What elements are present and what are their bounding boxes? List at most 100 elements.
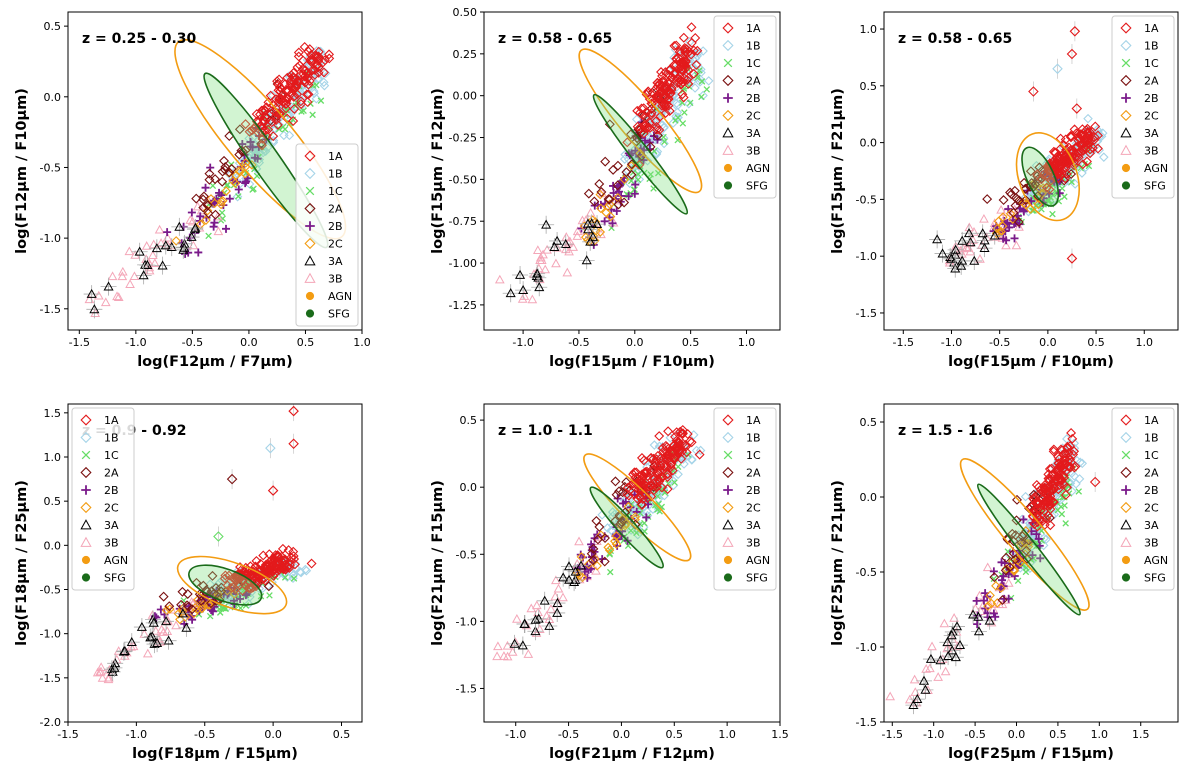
y-tick-label: 0.00 [453,90,478,103]
point-1A [289,104,300,114]
point-1A [298,69,309,80]
point-1A [1047,473,1058,484]
point-3B [112,291,122,301]
legend-marker-1C [1121,58,1131,68]
point-1B [659,138,669,149]
point-1A [669,452,680,463]
legend-label-1A: 1A [1144,414,1159,427]
x-tick-label: 0.5 [666,728,684,741]
point-2C [198,600,209,610]
point-1B [631,166,641,177]
point-1A [1048,446,1059,457]
point-1A [1044,481,1055,492]
point-3B [542,244,552,254]
legend-marker-1C [1121,450,1131,460]
point-1A [648,485,659,496]
point-1A [268,131,279,142]
error-bar [530,609,547,628]
point-1A [1071,128,1082,139]
point-3B [885,691,896,701]
point-1A [652,91,663,102]
point-1A [224,570,234,581]
point-2B [194,248,203,257]
point-1B [309,86,319,96]
point-2C [1007,214,1018,224]
legend-marker-1C [305,186,315,196]
point-3B [535,255,545,265]
plot-area [92,404,317,684]
point-1A [680,439,691,450]
legend-marker-2A [304,202,316,215]
point-2A [217,176,228,187]
x-tick-label: 0.0 [1008,728,1026,741]
point-2B [236,594,245,603]
point-1A [683,78,694,89]
y-tick-label: 0.5 [460,414,478,427]
y-tick-label: 1.0 [860,23,878,36]
y-tick-label: -0.25 [449,132,477,145]
point-2B [998,576,1007,585]
point-3A [541,219,552,229]
legend-label-1C: 1C [746,449,761,462]
point-1A [245,561,256,572]
point-1A [263,97,274,108]
point-1A [654,90,665,101]
y-tick-label: -0.75 [449,215,477,228]
legend-marker-3B [1120,536,1132,547]
point-2A [219,155,229,166]
point-1A [273,551,284,562]
point-1B [703,76,714,86]
outlier-point [213,531,224,542]
legend-label-SFG: SFG [1144,180,1166,193]
legend-marker-SFG [723,573,733,582]
point-1A [245,583,256,594]
legend: 1A 1B 1C 2A 2B 2C 3A 3B AGN SFG [713,407,777,591]
legend-label-1A: 1A [746,22,761,35]
point-2B [1001,227,1010,236]
point-1B [1092,124,1103,135]
outlier-point [1071,103,1083,114]
point-1C [275,125,283,133]
error-bar [176,238,193,257]
y-tick-label: -0.5 [856,193,877,206]
point-1A [289,554,300,564]
point-2C [611,531,622,541]
point-2A [589,196,600,207]
point-1A [1063,447,1074,458]
legend-marker-AGN [1121,555,1131,565]
y-tick-label: 0.5 [44,20,62,33]
point-3A [517,640,528,650]
point-1C [1057,503,1065,510]
point-1A [1052,475,1063,486]
y-tick-label: 0.0 [860,137,878,150]
point-1A [671,40,682,51]
point-3A [157,260,168,270]
point-2C [610,536,620,547]
point-1C [298,108,305,115]
point-2A [998,195,1009,206]
point-1A [273,85,284,96]
point-3A [947,645,958,655]
point-1A [679,44,690,55]
point-1A [1077,159,1088,170]
point-1C [654,492,661,500]
x-tick-label: -1.5 [882,728,903,741]
point-2A [613,199,624,210]
point-3B [925,663,935,673]
point-1C [681,109,688,116]
legend-label-2B: 2B [1144,484,1159,497]
point-2C [230,178,241,189]
point-2B [598,555,607,564]
point-3A [918,675,930,685]
point-3B [492,651,502,661]
legend-marker-1C [723,450,733,460]
point-2C [592,561,602,571]
point-3B [117,266,128,276]
point-1C [309,111,316,119]
error-bar [953,256,970,275]
point-1A [629,489,640,500]
point-3B [97,673,108,682]
point-1A [251,109,262,120]
point-2C [195,219,206,230]
point-1A [654,431,665,442]
